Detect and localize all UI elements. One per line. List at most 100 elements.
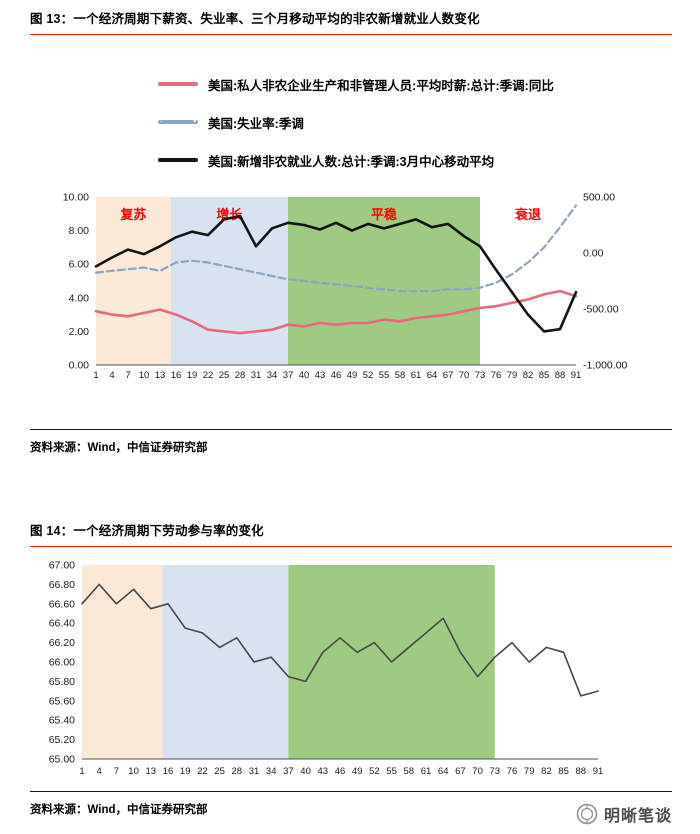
svg-text:31: 31	[251, 370, 262, 381]
figure14-block: 图 14：一个经济周期下劳动参与率的变化 65.00 65.20 65.40 65.6…	[30, 520, 672, 817]
svg-text:1: 1	[93, 370, 98, 381]
wage-line-swatch	[158, 82, 198, 86]
svg-text:52: 52	[363, 370, 374, 381]
svg-text:25: 25	[214, 766, 225, 777]
svg-text:66.20: 66.20	[49, 637, 75, 649]
svg-text:19: 19	[187, 370, 198, 381]
svg-text:61: 61	[421, 766, 432, 777]
svg-text:85: 85	[539, 370, 550, 381]
figure13-chart: 复苏 增长 平稳 衰退0.002.004.006.008.0010.00-1,000.…	[63, 192, 628, 382]
figure14-source: 资料来源：Wind，中信证券研究部	[30, 791, 672, 817]
svg-text:19: 19	[180, 766, 191, 777]
svg-text:衰退: 衰退	[514, 207, 541, 222]
svg-text:28: 28	[235, 370, 246, 381]
svg-text:0.00: 0.00	[69, 360, 90, 372]
svg-text:58: 58	[404, 766, 415, 777]
svg-text:37: 37	[283, 766, 294, 777]
svg-text:增长: 增长	[216, 207, 243, 222]
svg-text:49: 49	[347, 370, 358, 381]
svg-text:复苏: 复苏	[119, 207, 146, 222]
svg-text:61: 61	[411, 370, 422, 381]
svg-text:8.00: 8.00	[69, 225, 90, 237]
svg-text:65.00: 65.00	[49, 754, 75, 766]
seal-icon	[576, 803, 598, 825]
svg-text:49: 49	[352, 766, 363, 777]
svg-text:0.00: 0.00	[583, 248, 604, 260]
svg-text:65.60: 65.60	[49, 695, 75, 707]
svg-text:46: 46	[331, 370, 342, 381]
svg-text:82: 82	[541, 766, 552, 777]
svg-text:-500.00: -500.00	[583, 304, 619, 316]
legend-label-unemployment: 美国:失业率:季调	[208, 116, 304, 131]
svg-text:66.80: 66.80	[49, 579, 75, 591]
svg-text:46: 46	[335, 766, 346, 777]
svg-text:88: 88	[576, 766, 587, 777]
svg-text:76: 76	[507, 766, 518, 777]
unemployment-line-swatch	[158, 120, 198, 124]
figure14-title-rule	[30, 546, 672, 547]
svg-text:34: 34	[266, 766, 277, 777]
svg-text:34: 34	[267, 370, 278, 381]
brand-name: 明晰笔谈	[603, 808, 672, 825]
svg-text:76: 76	[491, 370, 502, 381]
svg-text:91: 91	[593, 766, 604, 777]
svg-text:67.00: 67.00	[49, 560, 75, 572]
svg-text:10.00: 10.00	[63, 192, 89, 204]
svg-text:85: 85	[558, 766, 569, 777]
svg-text:79: 79	[524, 766, 535, 777]
svg-text:31: 31	[249, 766, 260, 777]
svg-text:73: 73	[490, 766, 501, 777]
legend-item-wage: 美国:私人非农企业生产和非管理人员:平均时薪:总计:季调:同比	[158, 75, 672, 93]
figure13-legend: 美国:私人非农企业生产和非管理人员:平均时薪:总计:季调:同比 美国:失业率:季…	[158, 75, 672, 169]
svg-text:67: 67	[443, 370, 454, 381]
svg-text:70: 70	[472, 766, 483, 777]
svg-text:65.40: 65.40	[49, 715, 75, 727]
svg-text:58: 58	[395, 370, 406, 381]
legend-label-wage: 美国:私人非农企业生产和非管理人员:平均时薪:总计:季调:同比	[208, 78, 554, 93]
figure13-block: 图 13：一个经济周期下薪资、失业率、三个月移动平均的非农新增就业人数变化 美国…	[30, 8, 672, 455]
svg-text:7: 7	[125, 370, 130, 381]
svg-text:67: 67	[455, 766, 466, 777]
svg-text:66.40: 66.40	[49, 618, 75, 630]
svg-text:28: 28	[232, 766, 243, 777]
svg-text:4: 4	[97, 766, 102, 777]
svg-text:10: 10	[128, 766, 139, 777]
svg-text:40: 40	[299, 370, 310, 381]
svg-text:6.00: 6.00	[69, 259, 90, 271]
figure13-title-rule	[30, 34, 672, 35]
svg-text:16: 16	[163, 766, 174, 777]
svg-text:64: 64	[427, 370, 438, 381]
svg-text:66.60: 66.60	[49, 598, 75, 610]
svg-text:-1,000.00: -1,000.00	[583, 360, 628, 372]
svg-text:16: 16	[171, 370, 182, 381]
svg-text:73: 73	[475, 370, 486, 381]
svg-text:64: 64	[438, 766, 449, 777]
svg-text:55: 55	[379, 370, 390, 381]
svg-text:40: 40	[300, 766, 311, 777]
figure14-chart: 65.00 65.20 65.40 65.60 65.80 66.00 66.20 66.40…	[49, 560, 604, 778]
svg-text:2.00: 2.00	[69, 326, 90, 338]
legend-item-unemployment: 美国:失业率:季调	[158, 113, 672, 131]
svg-text:79: 79	[507, 370, 518, 381]
svg-text:25: 25	[219, 370, 230, 381]
svg-text:1: 1	[79, 766, 84, 777]
svg-text:65.80: 65.80	[49, 676, 75, 688]
svg-text:10: 10	[139, 370, 150, 381]
svg-text:43: 43	[318, 766, 329, 777]
figure13-source: 资料来源：Wind，中信证券研究部	[30, 429, 672, 455]
svg-text:500.00: 500.00	[583, 192, 615, 204]
figure13-title: 图 13：一个经济周期下薪资、失业率、三个月移动平均的非农新增就业人数变化	[30, 12, 480, 26]
svg-text:65.20: 65.20	[49, 734, 75, 746]
svg-text:4: 4	[109, 370, 114, 381]
payrolls-line-swatch	[158, 158, 198, 162]
svg-text:平稳: 平稳	[371, 207, 397, 222]
svg-text:52: 52	[369, 766, 380, 777]
svg-text:4.00: 4.00	[69, 292, 90, 304]
svg-text:37: 37	[283, 370, 294, 381]
svg-text:82: 82	[523, 370, 534, 381]
legend-label-payrolls: 美国:新增非农就业人数:总计:季调:3月中心移动平均	[208, 154, 495, 169]
svg-text:13: 13	[146, 766, 157, 777]
figure14-title: 图 14：一个经济周期下劳动参与率的变化	[30, 524, 264, 538]
svg-text:55: 55	[386, 766, 397, 777]
